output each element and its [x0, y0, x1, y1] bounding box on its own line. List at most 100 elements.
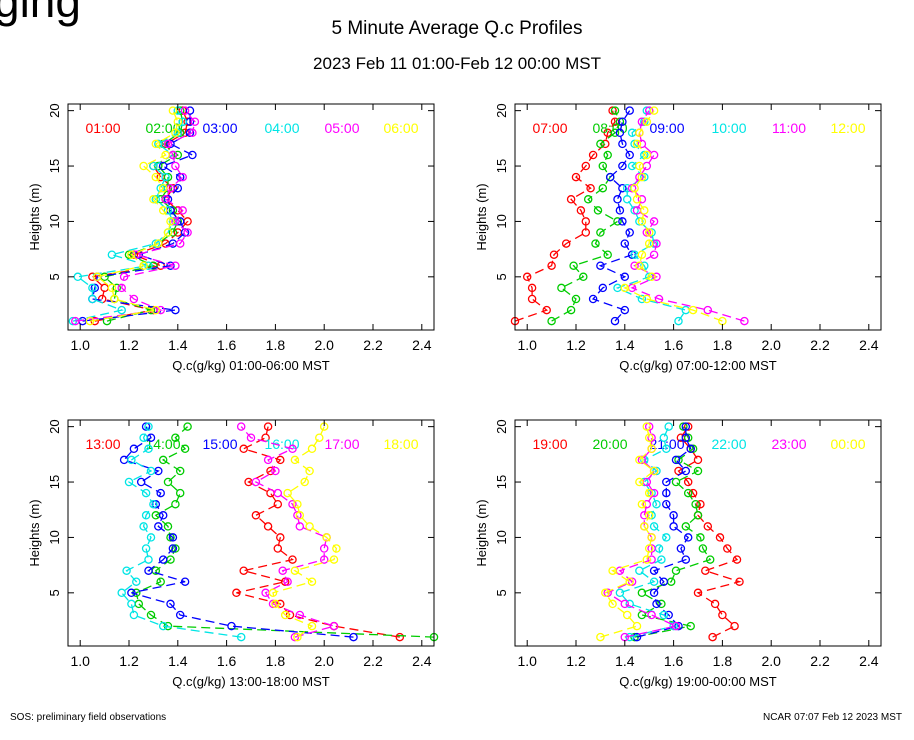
- x-tick-label: 1.2: [119, 653, 139, 669]
- data-point: [647, 433, 656, 442]
- data-point: [175, 610, 185, 620]
- data-point: [251, 511, 261, 520]
- cropped-heading-fragment: ging: [0, 0, 81, 27]
- data-point: [307, 444, 317, 454]
- data-point: [144, 444, 153, 454]
- data-point: [586, 183, 595, 193]
- x-tick-label: 1.4: [168, 653, 188, 669]
- data-point: [640, 206, 649, 215]
- data-point: [107, 250, 117, 259]
- data-point: [686, 621, 695, 631]
- data-point: [671, 455, 681, 465]
- data-point: [151, 139, 161, 149]
- data-point: [740, 316, 749, 326]
- data-point: [163, 206, 173, 215]
- data-point: [696, 533, 705, 542]
- data-point: [161, 195, 170, 204]
- plot-frame: [514, 103, 882, 331]
- x-tick-label: 1.8: [266, 653, 286, 669]
- data-point: [671, 621, 681, 631]
- data-point: [642, 294, 652, 304]
- data-point: [647, 610, 656, 620]
- y-axis-label: Heights (m): [474, 499, 489, 566]
- panel-3: 13:00 14:00 15:00 16:00 17:00 18:001.0 1.2 1.4 1…: [27, 419, 439, 689]
- data-point: [630, 206, 639, 215]
- data-point: [276, 455, 285, 465]
- data-point: [246, 433, 256, 442]
- data-point: [669, 621, 678, 631]
- plot-frame: [67, 103, 435, 331]
- y-tick-label: 5: [47, 273, 62, 280]
- data-point: [622, 610, 632, 620]
- x-tick-label: 1.0: [70, 337, 90, 353]
- data-point: [657, 599, 666, 609]
- x-tick-label: 2.2: [363, 337, 383, 353]
- data-point: [674, 621, 683, 631]
- data-point: [173, 150, 183, 160]
- data-point: [127, 588, 136, 598]
- data-point: [588, 294, 598, 304]
- data-point: [288, 555, 297, 564]
- data-point: [644, 106, 654, 115]
- data-point: [652, 272, 661, 282]
- y-tick-label: 5: [47, 589, 62, 596]
- y-tick-label: 20: [494, 103, 509, 117]
- data-point: [696, 499, 705, 509]
- legend-label: 06:00: [383, 120, 418, 136]
- data-point: [735, 577, 744, 586]
- data-point: [662, 444, 671, 454]
- data-point: [129, 610, 139, 620]
- x-tick-label: 2.0: [761, 653, 781, 669]
- data-point: [139, 522, 148, 531]
- data-point: [649, 217, 659, 226]
- data-point: [290, 566, 300, 575]
- data-point: [112, 283, 122, 293]
- data-point: [290, 632, 300, 642]
- data-point: [166, 599, 175, 609]
- data-point: [144, 555, 153, 564]
- data-point: [608, 566, 617, 575]
- data-point: [649, 106, 659, 115]
- data-point: [547, 261, 556, 270]
- data-point: [625, 577, 634, 586]
- data-point: [637, 195, 647, 204]
- data-point: [171, 217, 180, 226]
- data-point: [307, 621, 317, 631]
- data-point: [295, 511, 305, 520]
- data-point: [180, 106, 190, 115]
- x-tick-label: 1.2: [566, 337, 586, 353]
- data-point: [635, 161, 644, 171]
- data-point: [664, 610, 673, 620]
- data-point: [134, 599, 144, 609]
- data-point: [295, 522, 305, 531]
- data-point: [627, 183, 637, 193]
- data-point: [718, 610, 727, 620]
- data-point: [649, 577, 659, 586]
- data-point: [156, 577, 165, 586]
- x-tick-label: 1.2: [119, 337, 139, 353]
- data-point: [283, 577, 292, 586]
- data-point: [632, 139, 642, 149]
- data-point: [603, 150, 612, 160]
- data-point: [608, 106, 617, 115]
- data-point: [144, 422, 153, 431]
- data-point: [149, 499, 158, 509]
- data-point: [527, 294, 537, 304]
- data-point: [625, 150, 634, 160]
- data-point: [141, 422, 151, 431]
- data-point: [581, 228, 591, 237]
- x-tick-label: 1.0: [517, 653, 537, 669]
- data-point: [625, 106, 634, 115]
- data-point: [637, 250, 647, 259]
- data-point: [163, 522, 173, 531]
- data-point: [640, 172, 649, 182]
- data-point: [329, 621, 339, 631]
- data-point: [127, 250, 136, 259]
- data-point: [110, 294, 119, 304]
- data-point: [603, 250, 612, 259]
- data-point: [615, 588, 625, 598]
- data-point: [161, 150, 170, 160]
- data-point: [156, 305, 165, 315]
- x-axis-label: Q.c(g/kg) 01:00-06:00 MST: [172, 358, 330, 373]
